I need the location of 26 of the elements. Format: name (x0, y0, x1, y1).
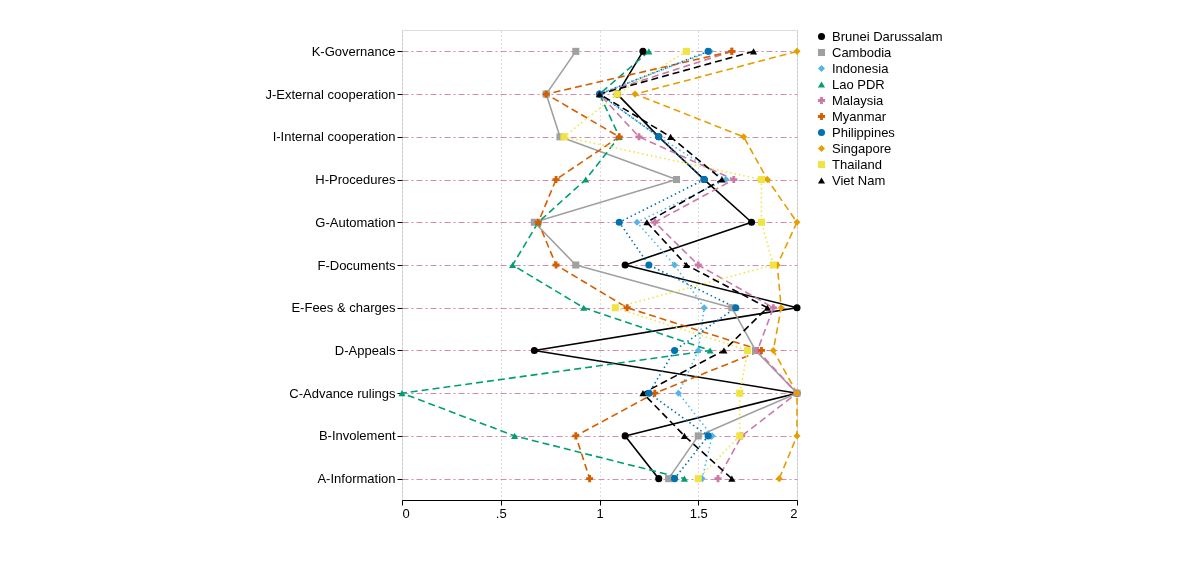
y-tick-label: G-Automation (315, 214, 396, 230)
legend-label: Myanmar (832, 108, 887, 124)
y-tick-label: I-Internal cooperation (272, 129, 396, 145)
x-tick-label: 1.5 (689, 505, 708, 521)
x-tick-label: 1 (596, 505, 604, 521)
legend-label: Viet Nam (832, 172, 886, 188)
legend-label: Cambodia (832, 44, 893, 60)
y-tick-label: C-Advance rulings (289, 385, 396, 401)
legend-label: Malaysia (832, 92, 885, 108)
y-tick-label: H-Procedures (315, 172, 396, 188)
y-tick-label: E-Fees & charges (291, 300, 396, 316)
legend-label: Singapore (832, 140, 892, 156)
x-tick-label: .5 (495, 505, 507, 521)
y-tick-label: F-Documents (317, 257, 396, 273)
y-tick-label: D-Appeals (334, 342, 396, 358)
y-tick-label: B-Involement (318, 428, 396, 444)
y-tick-label: K-Governance (311, 43, 396, 59)
legend-label: Thailand (832, 156, 882, 172)
x-tick-label: 2 (790, 505, 798, 521)
x-tick-label: 0 (402, 505, 410, 521)
legend-label: Lao PDR (832, 76, 885, 92)
legend-label: Indonesia (832, 60, 890, 76)
legend-label: Philippines (832, 124, 896, 140)
y-tick-label: A-Information (317, 471, 396, 487)
y-tick-label: J-External cooperation (265, 86, 396, 102)
legend-label: Brunei Darussalam (832, 28, 943, 44)
